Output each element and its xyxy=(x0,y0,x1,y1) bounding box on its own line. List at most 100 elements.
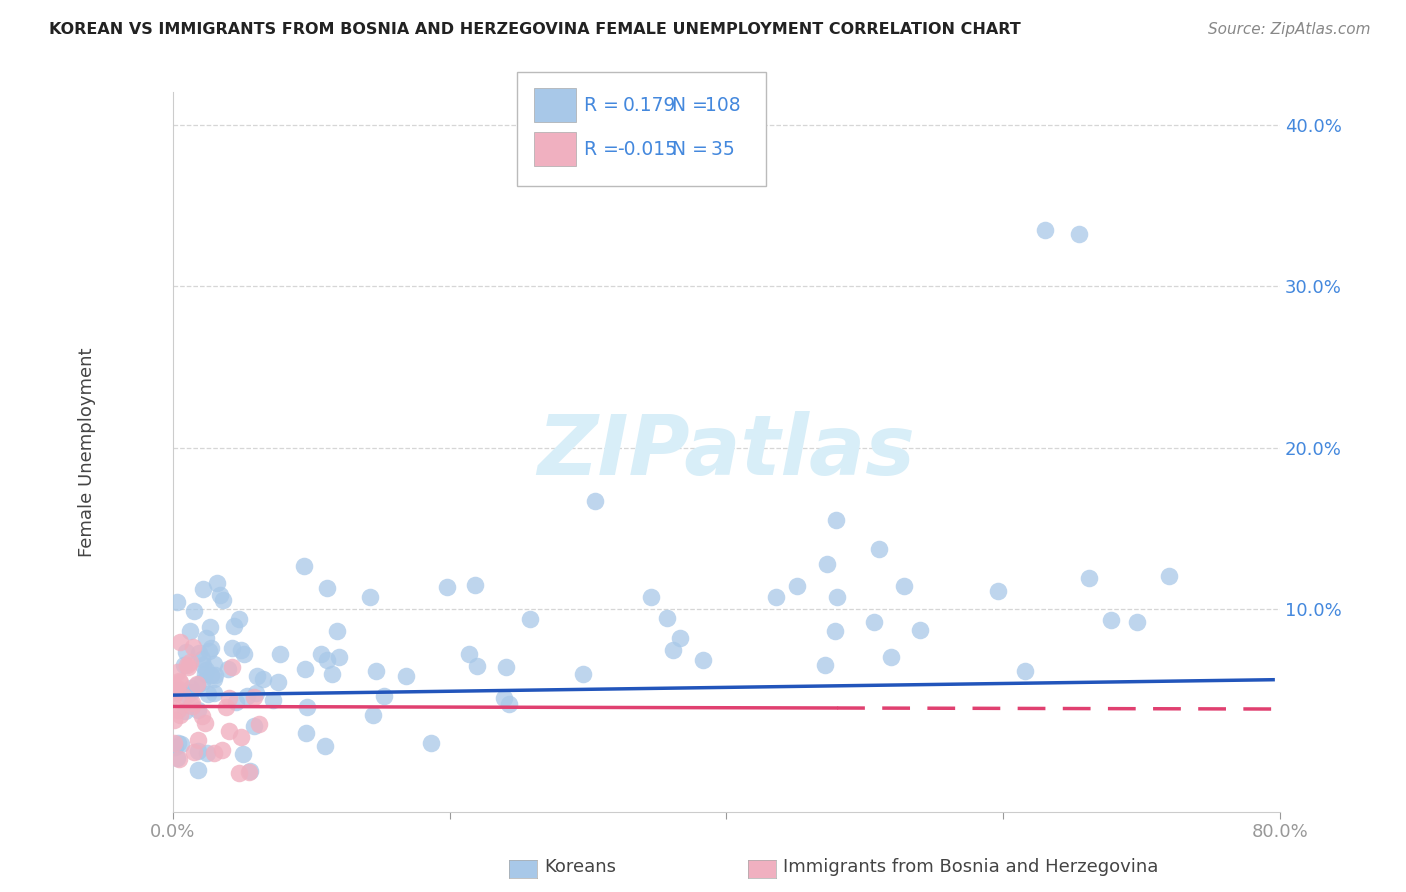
Point xyxy=(202,686,225,700)
Point xyxy=(176,688,198,702)
Point xyxy=(174,704,197,718)
Point xyxy=(238,764,260,778)
Point xyxy=(669,631,692,645)
Point xyxy=(458,647,481,661)
Point xyxy=(247,717,270,731)
Point xyxy=(252,672,274,686)
Point xyxy=(193,658,215,673)
Point xyxy=(232,747,254,762)
Point xyxy=(167,736,190,750)
Point xyxy=(187,732,209,747)
Point xyxy=(655,610,678,624)
Text: KOREAN VS IMMIGRANTS FROM BOSNIA AND HERZEGOVINA FEMALE UNEMPLOYMENT CORRELATION: KOREAN VS IMMIGRANTS FROM BOSNIA AND HER… xyxy=(49,22,1021,37)
Point xyxy=(1078,572,1101,586)
Point xyxy=(198,620,221,634)
Point xyxy=(163,713,186,727)
Point xyxy=(824,624,846,638)
Point xyxy=(191,651,214,665)
Point xyxy=(465,659,488,673)
Point xyxy=(218,723,240,738)
Point xyxy=(205,576,228,591)
Point xyxy=(419,736,441,750)
Point xyxy=(1014,665,1036,679)
Point xyxy=(194,663,217,677)
Point xyxy=(194,716,217,731)
Point xyxy=(492,690,515,705)
Point xyxy=(640,591,662,605)
Point xyxy=(165,683,187,698)
Point xyxy=(166,595,188,609)
Text: Koreans: Koreans xyxy=(544,858,616,876)
Point xyxy=(294,726,316,740)
Point xyxy=(174,645,197,659)
Point xyxy=(1126,615,1149,630)
Point xyxy=(169,634,191,648)
Point xyxy=(229,643,252,657)
Point xyxy=(215,699,238,714)
Point xyxy=(572,667,595,681)
Point xyxy=(187,763,209,777)
Point xyxy=(204,668,226,682)
Point xyxy=(163,688,186,702)
Point xyxy=(862,615,884,630)
Point xyxy=(225,694,247,708)
Point xyxy=(814,657,837,672)
Point xyxy=(163,735,186,749)
Point xyxy=(245,685,267,699)
Point xyxy=(815,557,838,571)
Point xyxy=(197,688,219,702)
Point xyxy=(295,700,318,714)
Text: 35: 35 xyxy=(706,139,735,159)
Point xyxy=(195,631,218,645)
Point xyxy=(221,659,243,673)
Point xyxy=(187,703,209,717)
Point xyxy=(202,673,225,687)
Point xyxy=(180,699,202,714)
Point xyxy=(179,655,201,669)
Point xyxy=(211,742,233,756)
Point xyxy=(190,709,212,723)
Point xyxy=(176,657,198,672)
Point xyxy=(269,648,291,662)
Text: -0.015: -0.015 xyxy=(617,139,676,159)
Point xyxy=(180,681,202,695)
Point xyxy=(361,708,384,723)
Point xyxy=(262,693,284,707)
Text: R =: R = xyxy=(583,139,624,159)
Point xyxy=(583,494,606,508)
Point xyxy=(166,703,188,717)
Text: Source: ZipAtlas.com: Source: ZipAtlas.com xyxy=(1208,22,1371,37)
Point xyxy=(173,658,195,673)
Point xyxy=(498,697,520,711)
Point xyxy=(188,647,211,661)
Point xyxy=(229,730,252,744)
Point xyxy=(200,668,222,682)
Point xyxy=(186,677,208,691)
Text: R =: R = xyxy=(583,95,624,115)
FancyBboxPatch shape xyxy=(534,132,575,166)
FancyBboxPatch shape xyxy=(517,72,766,186)
Point xyxy=(180,685,202,699)
Point xyxy=(1099,613,1122,627)
Point xyxy=(316,582,339,596)
Point xyxy=(163,686,186,700)
Point xyxy=(242,719,264,733)
Point xyxy=(180,696,202,710)
Point xyxy=(238,764,260,779)
Point xyxy=(181,640,204,655)
Point xyxy=(222,619,245,633)
Point xyxy=(519,611,541,625)
Point xyxy=(187,744,209,758)
Point xyxy=(191,675,214,690)
Point xyxy=(243,690,266,704)
Point xyxy=(1069,227,1091,242)
Point xyxy=(1157,569,1180,583)
Point xyxy=(186,678,208,692)
Point xyxy=(208,588,231,602)
Point xyxy=(179,624,201,638)
Point xyxy=(218,691,240,706)
Point xyxy=(169,708,191,723)
Text: 0.179: 0.179 xyxy=(623,95,676,115)
Point xyxy=(169,737,191,751)
Point xyxy=(309,647,332,661)
